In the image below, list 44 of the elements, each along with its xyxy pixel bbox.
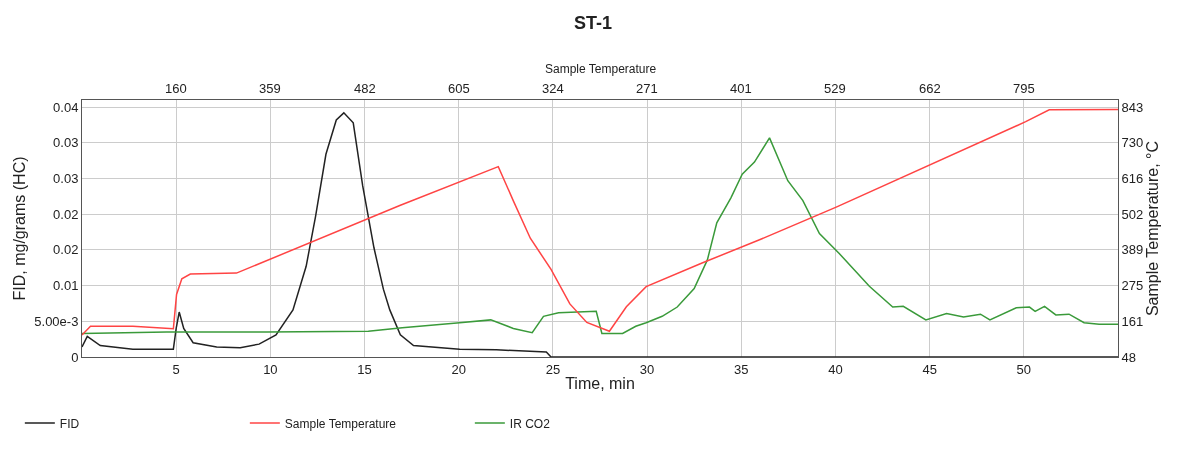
y2-tick-label: 48 bbox=[1121, 349, 1137, 365]
x-tick-label: 10 bbox=[263, 361, 278, 377]
text: 160 bbox=[165, 81, 187, 96]
chart-title: ST-1 bbox=[573, 12, 613, 33]
y-tick-label: 0.04 bbox=[53, 99, 79, 115]
text: 529 bbox=[824, 81, 846, 96]
text: 271 bbox=[636, 81, 658, 96]
y2-axis-title: Sample Temperature, °C bbox=[1144, 140, 1161, 317]
text: 795 bbox=[1013, 81, 1035, 96]
text: 401 bbox=[730, 81, 752, 96]
x-tick-label: 40 bbox=[828, 361, 843, 377]
y-tick-label: 0.02 bbox=[53, 242, 79, 258]
y-tick-label: 0.02 bbox=[53, 206, 79, 222]
text: 324 bbox=[542, 81, 564, 96]
text: 662 bbox=[919, 81, 941, 96]
x-tick-label: 35 bbox=[734, 361, 749, 377]
y-tick-label: 0.03 bbox=[53, 171, 79, 187]
y2-tick-label: 730 bbox=[1121, 135, 1144, 151]
legend-label: IR CO2 bbox=[509, 416, 551, 431]
x-tick-label: 15 bbox=[357, 361, 372, 377]
y-tick-label: 0 bbox=[71, 349, 79, 365]
y-tick-label: 0.01 bbox=[53, 278, 79, 294]
x-tick-label: 20 bbox=[451, 361, 466, 377]
text: 482 bbox=[354, 81, 376, 96]
legend-label: FID bbox=[59, 416, 80, 431]
x-tick-label: 50 bbox=[1016, 361, 1032, 377]
y2-tick-label: 389 bbox=[1121, 242, 1144, 258]
y2-tick-label: 275 bbox=[1121, 278, 1144, 294]
y2-tick-label: 502 bbox=[1121, 206, 1144, 222]
x-axis-title: Time, min bbox=[565, 375, 635, 393]
y2-tick-label: 161 bbox=[1121, 314, 1144, 330]
y2-tick-label: 616 bbox=[1121, 171, 1144, 187]
y-tick-label: 0.03 bbox=[53, 135, 79, 151]
x2-axis-title: Sample Temperature bbox=[545, 62, 657, 76]
x-tick-label: 5 bbox=[172, 361, 180, 377]
text: 605 bbox=[448, 81, 470, 96]
y2-tick-label: 843 bbox=[1121, 99, 1144, 115]
y-tick-label: 5.00e-3 bbox=[34, 313, 79, 329]
y-axis-title: FID, mg/grams (HC) bbox=[11, 156, 29, 301]
text: 359 bbox=[259, 81, 281, 96]
x-tick-label: 30 bbox=[639, 361, 655, 377]
legend-label: Sample Temperature bbox=[284, 416, 397, 431]
x-tick-label: 25 bbox=[545, 361, 561, 377]
x-tick-label: 45 bbox=[922, 361, 937, 377]
